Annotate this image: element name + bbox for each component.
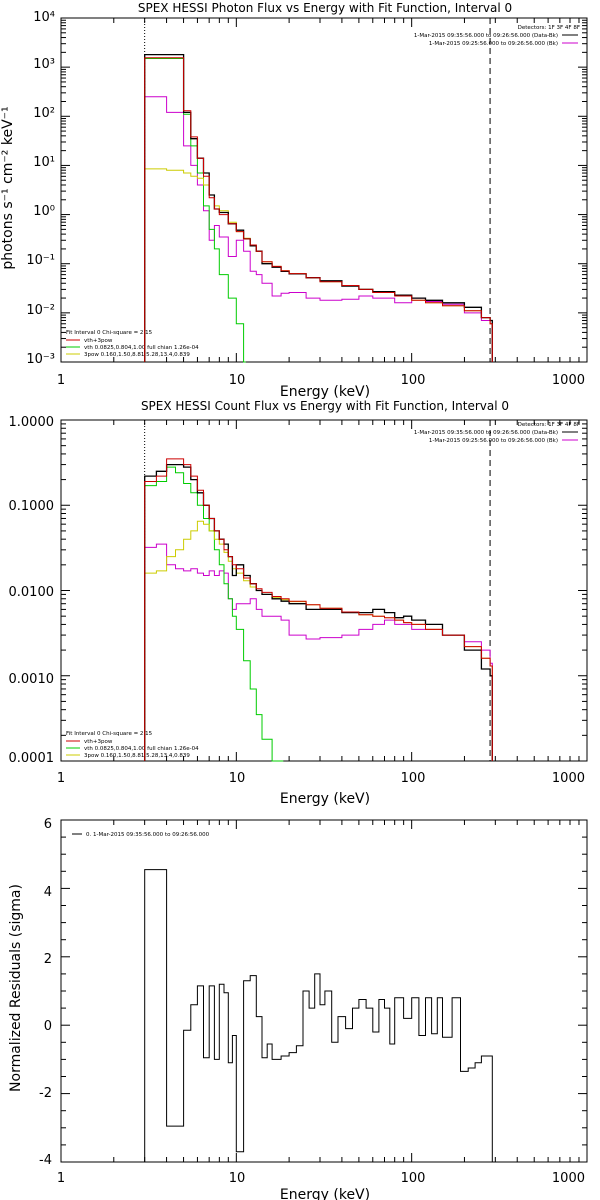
y-tick-label: 0.0100 — [9, 585, 55, 600]
legend-residuals: 0. 1-Mar-2015 09:35:56.000 to 09:26:56.0… — [86, 832, 210, 838]
legend-bk: 1-Mar-2015 09:25:56.000 to 09:26:56.000 … — [429, 41, 558, 47]
panel-title: SPEX HESSI Photon Flux vs Energy with Fi… — [138, 1, 512, 15]
y-tick-label: 10⁴ — [33, 10, 55, 25]
series-line-vth-3pow — [144, 458, 493, 761]
y-tick-label: -4 — [39, 1153, 52, 1168]
y-tick-label: 10⁻¹ — [26, 253, 55, 268]
series-line-0- — [144, 869, 493, 1162]
legend-vth: vth 0.0825,0.804,1.00 full chian 1.26e-0… — [84, 746, 199, 752]
legend-fit-interval: Fit Interval 0 Chi-square = 2.15 — [66, 330, 153, 336]
y-tick-label: 6 — [44, 817, 52, 832]
legend-vth: vth 0.0825,0.804,1.00 full chian 1.26e-0… — [84, 345, 199, 351]
y-tick-label: 0.0010 — [9, 672, 55, 687]
panel-title: SPEX HESSI Count Flux vs Energy with Fit… — [141, 399, 509, 413]
series-line-data-bk — [144, 53, 493, 362]
x-tick-label: 100 — [401, 771, 426, 786]
x-tick-label: 1 — [57, 1171, 65, 1186]
residuals-panel: Normalized Residuals (sigma) Energy (keV… — [8, 817, 588, 1200]
y-tick-label: 0.1000 — [9, 499, 55, 514]
y-tick-label: -2 — [39, 1086, 52, 1101]
x-tick-label: 10 — [229, 373, 246, 388]
x-tick-label: 1 — [57, 373, 65, 388]
y-tick-label: 4 — [44, 885, 52, 900]
series-line-3pow — [144, 168, 493, 362]
legend-vth-3pow: vth+3pow — [84, 338, 113, 344]
legend-data-bk: 1-Mar-2015 09:35:56.000 to 09:26:56.000 … — [414, 33, 558, 39]
y-tick-label: 1.0000 — [9, 415, 55, 430]
x-tick-label: 1000 — [552, 771, 585, 786]
y-tick-label: 2 — [44, 952, 52, 967]
x-axis-label: Energy (keV) — [280, 791, 370, 807]
y-tick-label: 10⁻² — [26, 303, 55, 318]
legend-3pow: 3pow 0.160,1.50,8.81,5.28,13.4,0.839 — [84, 352, 190, 358]
x-tick-label: 10 — [229, 771, 246, 786]
x-tick-label: 1000 — [552, 373, 585, 388]
legend-detectors: Detectors: 1F 3F 4F 8F — [518, 25, 580, 31]
y-axis-label: Normalized Residuals (sigma) — [8, 884, 24, 1092]
x-tick-label: 100 — [401, 373, 426, 388]
legend-detectors: Detectors: 1F 3F 4F 8F — [518, 422, 580, 428]
series-line-vth-3pow — [144, 57, 493, 362]
y-tick-label: 10⁻³ — [26, 352, 55, 367]
legend-data-bk: 1-Mar-2015 09:35:56.000 to 09:26:56.000 … — [414, 430, 558, 436]
x-axis-label: Energy (keV) — [280, 1187, 370, 1200]
y-tick-label: 0 — [44, 1019, 52, 1034]
plot-frame — [60, 17, 588, 363]
series-line-bk — [144, 543, 493, 761]
legend-fit-interval: Fit Interval 0 Chi-square = 2.15 — [66, 731, 153, 737]
x-tick-label: 100 — [401, 1171, 426, 1186]
series-line-data-bk — [144, 463, 493, 761]
x-tick-label: 1000 — [552, 1171, 585, 1186]
y-tick-label: 10³ — [33, 57, 55, 72]
x-axis-label: Energy (keV) — [280, 384, 370, 400]
y-tick-label: 10² — [33, 106, 55, 121]
series-line-3pow — [144, 520, 493, 761]
series-line-vth — [144, 466, 284, 762]
legend-bk: 1-Mar-2015 09:25:56.000 to 09:26:56.000 … — [429, 438, 558, 444]
y-tick-label: 0.0001 — [9, 751, 55, 766]
y-tick-label: 10⁰ — [33, 204, 55, 219]
x-tick-label: 1 — [57, 771, 65, 786]
legend-3pow: 3pow 0.160,1.50,8.81,5.28,13.4,0.839 — [84, 753, 190, 759]
plot-frame — [60, 419, 588, 762]
y-axis-label: photons s⁻¹ cm⁻² keV⁻¹ — [0, 106, 16, 269]
y-tick-label: 10¹ — [33, 155, 55, 170]
count-flux-panel: SPEX HESSI Count Flux vs Energy with Fit… — [9, 399, 588, 807]
x-tick-label: 10 — [229, 1171, 246, 1186]
plot-frame — [60, 819, 588, 1163]
legend-vth-3pow: vth+3pow — [84, 739, 113, 745]
series-line-vth — [144, 58, 246, 363]
photon-flux-panel: SPEX HESSI Photon Flux vs Energy with Fi… — [0, 1, 588, 400]
